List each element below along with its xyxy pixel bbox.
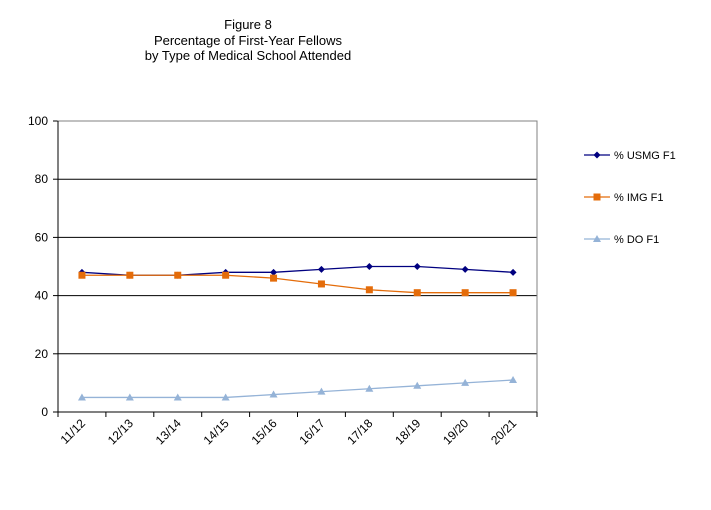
legend-label: % IMG F1: [614, 192, 664, 204]
y-tick-label: 40: [35, 289, 49, 303]
x-tick-label: 11/12: [58, 416, 89, 447]
data-point: [365, 286, 373, 294]
legend-marker: [593, 193, 601, 201]
data-point: [78, 271, 86, 279]
data-point: [461, 265, 469, 273]
x-tick-label: 15/16: [249, 416, 280, 447]
data-point: [509, 289, 517, 297]
data-point: [413, 289, 421, 297]
legend-marker: [593, 151, 601, 159]
data-point: [461, 289, 469, 297]
data-point: [221, 393, 230, 401]
series-line-2: [81, 379, 514, 399]
x-tick-label: 18/19: [392, 416, 423, 447]
data-point: [270, 268, 278, 276]
data-point: [126, 271, 134, 279]
legend-label: % DO F1: [614, 234, 659, 246]
data-point: [174, 271, 182, 279]
data-point: [269, 390, 278, 398]
data-point: [509, 375, 518, 383]
y-tick-label: 20: [35, 347, 49, 361]
x-tick-label: 20/21: [488, 416, 519, 447]
y-tick-label: 0: [41, 405, 48, 419]
data-point: [413, 381, 422, 389]
data-point: [125, 393, 134, 401]
x-tick-label: 16/17: [296, 416, 327, 447]
x-tick-label: 12/13: [105, 416, 136, 447]
series-line-1: [81, 274, 514, 294]
y-tick-label: 60: [35, 230, 49, 244]
data-point: [317, 387, 326, 395]
x-tick-label: 13/14: [153, 416, 184, 447]
data-point: [173, 393, 182, 401]
data-point: [461, 378, 470, 386]
data-point: [413, 263, 421, 270]
data-point: [222, 271, 230, 279]
y-tick-label: 80: [35, 172, 49, 186]
data-point: [270, 274, 278, 282]
data-point: [365, 384, 374, 392]
x-tick-label: 14/15: [201, 416, 232, 447]
data-point: [365, 263, 373, 270]
legend-marker: [593, 235, 601, 242]
y-tick-label: 100: [28, 114, 48, 128]
data-point: [509, 268, 517, 276]
x-tick-label: 19/20: [440, 416, 471, 447]
title-line-3: by Type of Medical School Attended: [145, 48, 351, 63]
plot-area: 0 20 40 60 80 100 11/12 12/13 13/14 14/15 15/16 16/…: [28, 114, 538, 447]
data-point: [317, 280, 325, 288]
chart-title: Figure 8 Percentage of First-Year Fellow…: [145, 17, 351, 63]
series-line-0: [81, 265, 514, 276]
x-tick-label: 17/18: [344, 416, 375, 447]
title-line-1: Figure 8: [224, 17, 272, 32]
title-line-2: Percentage of First-Year Fellows: [154, 33, 343, 48]
legend-label: % USMG F1: [614, 150, 676, 162]
legend: % USMG F1 % IMG F1 % DO F1: [584, 150, 676, 246]
data-point: [317, 265, 325, 273]
data-point: [77, 393, 86, 401]
